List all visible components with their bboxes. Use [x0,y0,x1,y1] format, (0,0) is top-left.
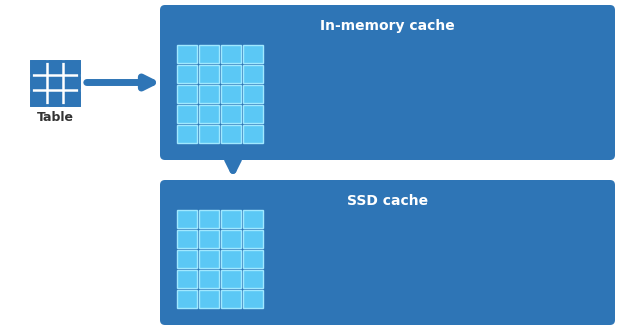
Bar [199,85,219,103]
Bar [177,85,197,103]
Bar [221,85,241,103]
Bar [199,65,219,83]
Bar [199,250,219,268]
Bar [243,250,263,268]
Bar [177,230,197,248]
Bar [243,125,263,143]
Bar [243,65,263,83]
Bar [199,45,219,63]
Bar [31,60,79,105]
Bar [199,230,219,248]
FancyBboxPatch shape [160,5,615,160]
Bar [177,105,197,123]
Bar [199,290,219,308]
Bar [221,290,241,308]
Bar [221,125,241,143]
Bar [221,65,241,83]
Bar [221,105,241,123]
Bar [221,210,241,228]
Bar [31,60,79,105]
Bar [199,210,219,228]
Bar [243,210,263,228]
Bar [177,210,197,228]
Bar [177,270,197,288]
Bar [243,270,263,288]
Bar [199,270,219,288]
Bar [177,250,197,268]
Bar [243,290,263,308]
FancyBboxPatch shape [160,180,615,325]
Bar [243,105,263,123]
Bar [221,230,241,248]
Bar [177,290,197,308]
Bar [221,45,241,63]
Bar [221,270,241,288]
Bar [177,45,197,63]
Bar [199,125,219,143]
Bar [221,250,241,268]
Bar [177,125,197,143]
Bar [243,230,263,248]
Text: Table: Table [36,111,74,124]
Bar [243,45,263,63]
Bar [243,85,263,103]
Text: SSD cache: SSD cache [347,194,428,208]
Bar [199,105,219,123]
Bar [177,65,197,83]
Text: In-memory cache: In-memory cache [320,19,455,33]
